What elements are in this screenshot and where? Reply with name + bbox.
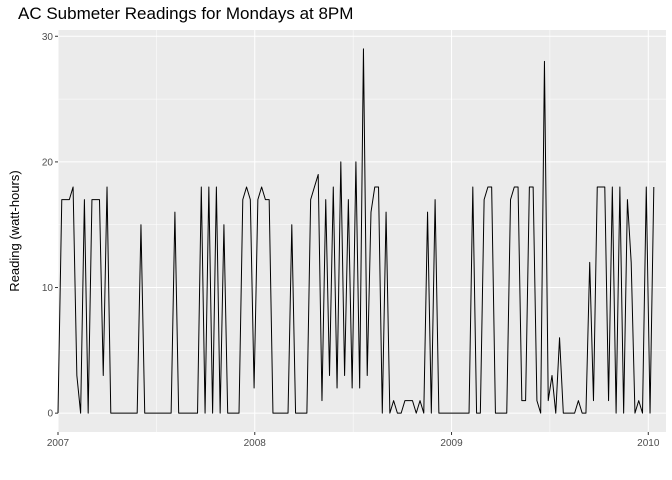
y-tick-label: 20 [42, 157, 54, 168]
y-tick-label: 0 [47, 409, 53, 420]
y-tick-label: 10 [42, 283, 54, 294]
minor-gridlines [58, 30, 666, 432]
chart-title: AC Submeter Readings for Mondays at 8PM [18, 4, 354, 23]
y-axis-title: Reading (watt-hours) [7, 170, 22, 291]
tick-labels: 0 10 20 30 2007 2008 2009 2010 [42, 32, 660, 449]
x-tick-label: 2008 [244, 438, 267, 449]
axis-ticks [55, 35, 649, 435]
x-tick-label: 2009 [440, 438, 463, 449]
plot-panel [58, 30, 666, 432]
series-layer [57, 48, 655, 414]
series-line [57, 48, 655, 414]
y-tick-label: 30 [42, 32, 54, 43]
x-tick-label: 2010 [637, 438, 660, 449]
x-tick-label: 2007 [47, 438, 70, 449]
